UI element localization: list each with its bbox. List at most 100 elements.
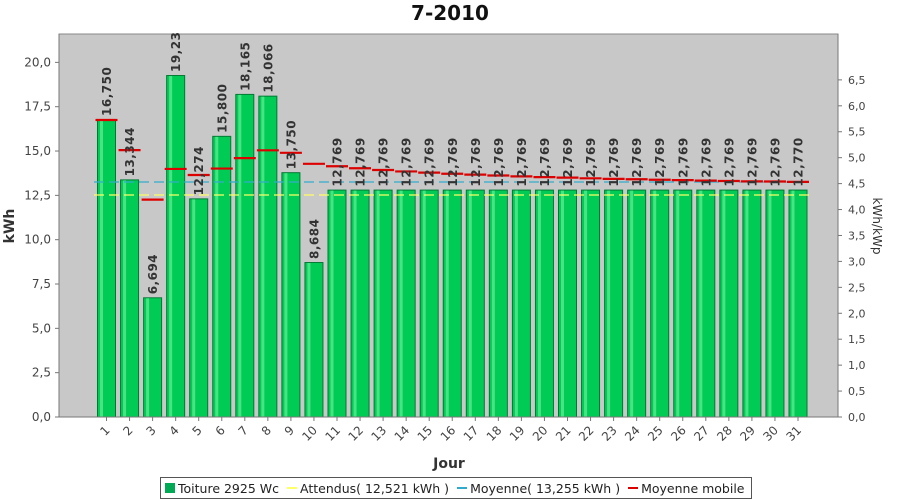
data-label-day-24: 12,769 <box>630 137 644 186</box>
bar-highlight-day-24 <box>630 190 634 417</box>
data-label-day-30: 12,769 <box>768 137 782 186</box>
y2-axis-label: kWh/kWp <box>870 198 884 255</box>
x-tick-label-25: 25 <box>645 423 666 444</box>
x-tick-label-11: 11 <box>322 423 343 444</box>
x-tick-label-9: 9 <box>282 423 297 438</box>
y-tick-label-2: 5,0 <box>32 321 51 335</box>
y2-tick-label-1: 0,5 <box>848 385 866 398</box>
legend-item-average: Moyenne( 13,255 kWh ) <box>457 481 620 496</box>
bar-group <box>97 75 808 418</box>
legend-swatch-moving-average <box>628 487 639 489</box>
y2-tick-label-2: 1,0 <box>848 359 866 372</box>
bar-highlight-day-27 <box>699 190 703 417</box>
bar-highlight-day-7 <box>238 94 242 417</box>
bar-highlight-day-25 <box>653 190 657 417</box>
data-label-day-4: 19,23 <box>169 32 183 72</box>
bar-highlight-day-14 <box>399 190 403 417</box>
bar-highlight-day-31 <box>791 190 795 417</box>
legend-label-production: Toiture 2925 Wc <box>178 480 280 496</box>
legend-label-moving-average: Moyenne mobile <box>641 480 745 496</box>
data-label-day-8: 18,066 <box>261 43 275 92</box>
x-axis-label: Jour <box>432 456 465 472</box>
legend-item-moving-average: Moyenne mobile <box>628 480 745 496</box>
x-tick-label-31: 31 <box>783 423 804 444</box>
bar-highlight-day-16 <box>445 190 449 417</box>
y-tick-label-6: 15,0 <box>24 144 51 158</box>
x-tick-label-28: 28 <box>714 423 735 444</box>
data-label-day-6: 15,800 <box>215 84 229 133</box>
x-tick-label-6: 6 <box>213 423 228 438</box>
bar-highlight-day-18 <box>491 190 495 417</box>
data-label-day-29: 12,769 <box>745 137 759 186</box>
x-tick-label-4: 4 <box>166 423 181 438</box>
data-label-day-22: 12,769 <box>584 137 598 186</box>
data-label-day-21: 12,769 <box>561 137 575 186</box>
x-tick-label-23: 23 <box>599 423 620 444</box>
data-label-day-12: 12,769 <box>354 137 368 186</box>
y2-tick-label-9: 4,5 <box>848 178 866 191</box>
bar-highlight-day-12 <box>353 190 357 417</box>
bar-highlight-day-30 <box>768 190 772 417</box>
data-label-day-2: 13,344 <box>123 127 137 176</box>
y-tick-label-7: 17,5 <box>24 100 51 114</box>
data-label-group: 16,750 13,344 6,694 19,23 12,274 15,800 18,165… <box>100 32 806 295</box>
data-label-day-11: 12,769 <box>331 137 345 186</box>
bar-highlight-day-23 <box>607 190 611 417</box>
x-tick-label-13: 13 <box>369 423 390 444</box>
x-axis: 1 2 3 4 5 6 7 8 9 10 11 12 13 14 15 16 17 18 19 20 21 22 23 24 2… <box>59 416 838 444</box>
bar-highlight-day-29 <box>745 190 749 417</box>
bar-highlight-day-17 <box>468 190 472 417</box>
bar-highlight-day-21 <box>561 190 564 417</box>
bar-highlight-day-26 <box>676 190 680 417</box>
chart-title: 7-2010 <box>411 1 489 25</box>
data-label-day-13: 12,769 <box>377 137 391 186</box>
y2-tick-label-0: 0,0 <box>848 411 866 424</box>
x-tick-label-3: 3 <box>143 423 158 438</box>
x-tick-label-7: 7 <box>236 423 251 438</box>
data-label-day-10: 8,684 <box>307 219 321 259</box>
x-tick-label-29: 29 <box>737 423 758 444</box>
bar-highlight-day-4 <box>169 76 173 417</box>
bar-highlight-day-22 <box>584 190 588 417</box>
data-label-day-3: 6,694 <box>146 254 160 294</box>
x-tick-label-16: 16 <box>438 423 459 444</box>
data-label-day-16: 12,769 <box>446 137 460 186</box>
bar-highlight-day-20 <box>537 190 541 417</box>
y2-tick-label-6: 3,0 <box>848 255 866 268</box>
y2-tick-label-7: 3,5 <box>848 229 866 242</box>
x-tick-label-17: 17 <box>461 423 482 444</box>
x-tick-label-22: 22 <box>576 423 597 444</box>
y-tick-label-8: 20,0 <box>24 55 51 69</box>
x-tick-label-14: 14 <box>392 423 413 444</box>
x-tick-label-2: 2 <box>120 423 135 438</box>
x-tick-label-30: 30 <box>760 423 781 444</box>
legend-swatch-production <box>165 483 175 493</box>
data-label-day-18: 12,769 <box>492 137 506 186</box>
data-label-day-28: 12,769 <box>722 137 736 186</box>
x-tick-label-27: 27 <box>691 423 712 444</box>
x-tick-label-5: 5 <box>190 423 205 438</box>
y2-tick-label-4: 2,0 <box>848 307 866 320</box>
legend-item-expected: Attendus( 12,521 kWh ) <box>287 481 449 496</box>
data-label-day-7: 18,165 <box>238 42 252 91</box>
y2-tick-label-13: 6,5 <box>848 74 866 87</box>
bar-highlight-day-15 <box>422 190 426 417</box>
legend-label-average: Moyenne( 13,255 kWh ) <box>470 480 621 496</box>
x-tick-label-20: 20 <box>530 423 551 444</box>
y2-tick-label-5: 2,5 <box>848 281 866 294</box>
legend-swatch-average <box>457 487 468 489</box>
bar-highlight-day-2 <box>123 180 127 417</box>
y2-tick-label-3: 1,5 <box>848 333 866 346</box>
data-label-day-31: 12,770 <box>792 137 806 186</box>
x-tick-label-24: 24 <box>622 423 643 444</box>
bar-highlight-day-28 <box>722 190 726 417</box>
data-label-day-26: 12,769 <box>676 137 690 186</box>
x-tick-label-10: 10 <box>299 423 320 444</box>
x-tick-label-19: 19 <box>507 423 528 444</box>
bar-highlight-day-8 <box>261 96 265 417</box>
y-tick-label-5: 12,5 <box>24 188 51 202</box>
bar-highlight-day-19 <box>514 190 518 417</box>
data-label-day-15: 12,769 <box>423 137 437 186</box>
legend: Toiture 2925 Wc Attendus( 12,521 kWh ) M… <box>160 477 752 499</box>
